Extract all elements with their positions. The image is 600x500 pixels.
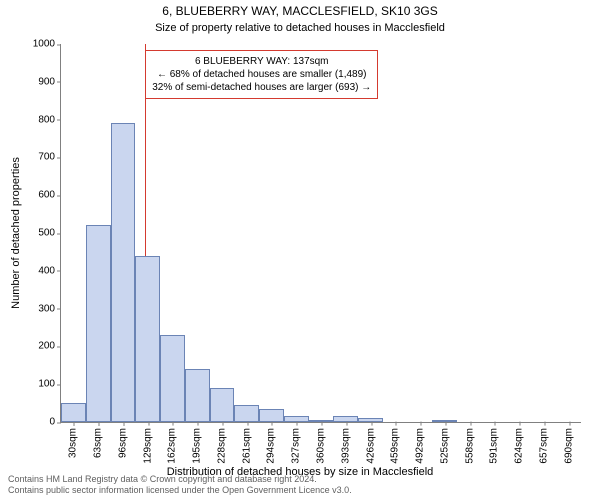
footer-line: Contains HM Land Registry data © Crown c… <box>8 474 592 485</box>
x-tick-label: 360sqm <box>316 422 327 464</box>
chart-title-line1: 6, BLUEBERRY WAY, MACCLESFIELD, SK10 3GS <box>0 4 600 18</box>
x-tick-label: 30sqm <box>68 422 79 458</box>
x-tick-label: 63sqm <box>93 422 104 458</box>
x-tick-label: 162sqm <box>167 422 178 464</box>
x-tick-label: 195sqm <box>192 422 203 464</box>
y-tick-label: 500 <box>38 228 61 239</box>
x-tick-label: 492sqm <box>415 422 426 464</box>
x-tick-label: 558sqm <box>464 422 475 464</box>
histogram-bar <box>259 409 284 422</box>
y-tick-label: 400 <box>38 265 61 276</box>
x-tick-label: 294sqm <box>266 422 277 464</box>
annotation-line: ← 68% of detached houses are smaller (1,… <box>152 68 371 81</box>
y-tick-label: 700 <box>38 152 61 163</box>
y-tick-label: 600 <box>38 190 61 201</box>
histogram-bar <box>185 369 210 422</box>
x-tick-label: 228sqm <box>216 422 227 464</box>
histogram-bar <box>135 256 160 422</box>
y-tick-label: 0 <box>49 417 61 428</box>
plot-area: 6 BLUEBERRY WAY: 137sqm ← 68% of detache… <box>60 44 581 423</box>
chart-title-line2: Size of property relative to detached ho… <box>0 22 600 34</box>
x-tick-label: 459sqm <box>390 422 401 464</box>
y-axis-label: Number of detached properties <box>10 157 22 309</box>
x-tick-label: 129sqm <box>142 422 153 464</box>
x-tick-label: 393sqm <box>340 422 351 464</box>
y-tick-label: 200 <box>38 341 61 352</box>
histogram-bar <box>234 405 259 422</box>
histogram-bar <box>86 225 111 422</box>
x-tick-label: 657sqm <box>538 422 549 464</box>
footer-line: Contains public sector information licen… <box>8 485 592 496</box>
x-tick-label: 690sqm <box>563 422 574 464</box>
histogram-bar <box>61 403 86 422</box>
y-tick-label: 1000 <box>33 39 61 50</box>
y-tick-label: 900 <box>38 76 61 87</box>
x-tick-label: 525sqm <box>439 422 450 464</box>
histogram-bar <box>111 123 136 422</box>
chart-canvas: 6, BLUEBERRY WAY, MACCLESFIELD, SK10 3GS… <box>0 0 600 500</box>
annotation-line: 6 BLUEBERRY WAY: 137sqm <box>152 55 371 68</box>
y-tick-label: 100 <box>38 379 61 390</box>
histogram-bar <box>160 335 185 422</box>
x-tick-label: 327sqm <box>291 422 302 464</box>
x-tick-label: 426sqm <box>365 422 376 464</box>
y-tick-label: 800 <box>38 114 61 125</box>
x-tick-label: 261sqm <box>241 422 252 464</box>
footer-attribution: Contains HM Land Registry data © Crown c… <box>8 474 592 497</box>
x-tick-label: 624sqm <box>514 422 525 464</box>
annotation-box: 6 BLUEBERRY WAY: 137sqm ← 68% of detache… <box>145 50 378 99</box>
y-tick-label: 300 <box>38 303 61 314</box>
annotation-line: 32% of semi-detached houses are larger (… <box>152 81 371 94</box>
histogram-bar <box>210 388 235 422</box>
x-tick-label: 96sqm <box>117 422 128 458</box>
x-tick-label: 591sqm <box>489 422 500 464</box>
